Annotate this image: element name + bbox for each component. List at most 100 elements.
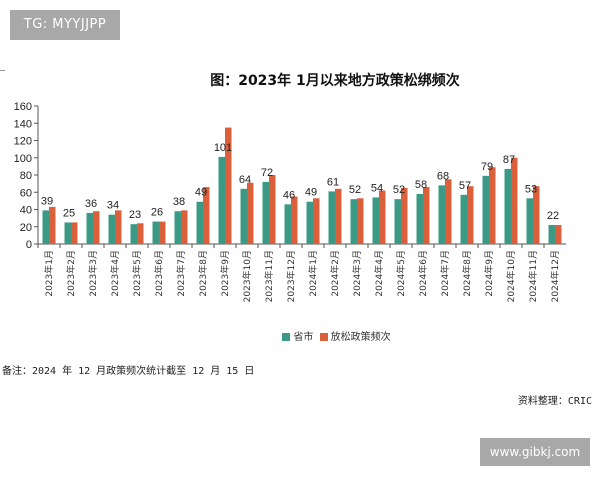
bar-province: [526, 198, 533, 244]
data-label: 101: [214, 142, 232, 154]
legend-swatch-province: [282, 333, 291, 341]
x-tick-label: 2024年2月: [329, 250, 341, 297]
data-label: 79: [481, 161, 493, 173]
data-label: 54: [371, 182, 383, 194]
bar-province: [42, 210, 49, 244]
bar-policy: [379, 190, 386, 244]
data-label: 52: [349, 184, 361, 196]
bar-province: [174, 211, 181, 244]
divider: [0, 70, 5, 71]
data-label: 87: [503, 154, 515, 166]
bar-policy: [533, 186, 540, 244]
bar-province: [482, 175, 489, 244]
bar-province: [460, 194, 467, 244]
y-tick-label: 40: [20, 205, 32, 217]
x-tick-label: 2023年1月: [43, 250, 55, 297]
bar-province: [262, 181, 269, 244]
x-tick-label: 2024年4月: [373, 250, 385, 297]
y-tick-label: 160: [14, 101, 32, 113]
bar-province: [350, 199, 357, 244]
y-tick-label: 20: [20, 222, 32, 234]
bar-policy: [357, 198, 364, 244]
source-note: 资料整理：CRIC: [517, 396, 592, 407]
bar-province: [504, 168, 511, 244]
data-label: 25: [63, 207, 75, 219]
y-tick-label: 140: [14, 118, 32, 130]
y-tick-label: 80: [20, 170, 32, 182]
bar-chart: 0 20 40 60 80 100 120 140 160 39 2023年1月 25 2023年2月 3…: [14, 101, 566, 302]
chart-title: 图：2023年 1月以来地方政策松绑频次: [210, 73, 460, 89]
data-label: 34: [107, 200, 119, 212]
bar-policy: [511, 157, 518, 244]
footnote: 备注：2024 年 12 月政策频次统计截至 12 月 15 日: [2, 366, 255, 377]
data-label: 61: [327, 176, 339, 188]
bar-province: [108, 214, 115, 244]
x-tick-label: 2024年5月: [395, 250, 407, 297]
x-tick-label: 2024年7月: [439, 250, 451, 297]
x-tick-label: 2024年6月: [417, 250, 429, 297]
bar-policy: [225, 127, 232, 244]
data-label: 68: [437, 170, 449, 182]
bar-policy: [71, 222, 78, 244]
watermark-badge: TG: MYYJJPP: [10, 10, 120, 40]
data-label: 72: [261, 167, 273, 179]
bar-province: [284, 204, 291, 244]
data-label: 22: [547, 210, 559, 222]
legend-swatch-policy: [319, 333, 328, 341]
bar-policy: [423, 187, 430, 244]
x-tick-label: 2023年2月: [65, 250, 77, 297]
bar-policy: [467, 186, 474, 244]
bar-province: [548, 225, 555, 244]
bar-province: [64, 222, 71, 244]
x-tick-label: 2023年4月: [109, 250, 121, 297]
bar-province: [130, 224, 137, 244]
bar-province: [372, 197, 379, 244]
bar-policy: [137, 223, 144, 244]
bar-policy: [335, 188, 342, 244]
data-label: 49: [305, 187, 317, 199]
bar-policy: [555, 225, 562, 244]
y-tick-label: 100: [14, 153, 32, 165]
bar-province: [86, 212, 93, 244]
legend-label-policy: 放松政策频次: [330, 332, 391, 343]
data-label: 39: [41, 195, 53, 207]
x-tick-label: 2023年8月: [197, 250, 209, 297]
y-tick-label: 0: [26, 239, 32, 251]
site-watermark: www.gibkj.com: [480, 438, 590, 466]
legend-label-province: 省市: [293, 332, 314, 343]
x-tick-label: 2023年12月: [285, 250, 297, 302]
x-tick-label: 2024年8月: [461, 250, 473, 297]
data-label: 23: [129, 209, 141, 221]
x-tick-label: 2023年10月: [241, 250, 253, 302]
legend: 省市 放松政策频次: [0, 328, 600, 343]
y-tick-label: 60: [20, 187, 32, 199]
x-tick-label: 2023年3月: [87, 250, 99, 297]
x-tick-label: 2023年11月: [263, 250, 275, 302]
bar-policy: [291, 196, 298, 244]
bar-policy: [93, 211, 100, 244]
data-label: 58: [415, 179, 427, 191]
x-tick-label: 2024年10月: [505, 250, 517, 302]
x-tick-label: 2024年1月: [307, 250, 319, 297]
x-tick-label: 2023年7月: [175, 250, 187, 297]
bar-province: [438, 185, 445, 244]
bar-province: [306, 201, 313, 244]
data-label: 46: [283, 189, 295, 201]
x-tick-label: 2024年9月: [483, 250, 495, 297]
bar-policy: [313, 198, 320, 244]
bar-policy: [401, 187, 408, 244]
data-label: 64: [239, 174, 251, 186]
bar-policy: [445, 179, 452, 244]
bar-province: [152, 221, 159, 244]
data-label: 57: [459, 180, 471, 192]
x-tick-label: 2023年9月: [219, 250, 231, 297]
bar-policy: [489, 167, 496, 244]
bar-province: [328, 191, 335, 244]
data-label: 53: [525, 183, 537, 195]
data-label: 49: [195, 187, 207, 199]
data-label: 26: [151, 207, 163, 219]
bar-policy: [269, 175, 276, 244]
x-tick-label: 2024年12月: [549, 250, 561, 302]
bar-province: [240, 188, 247, 244]
x-tick-label: 2023年6月: [153, 250, 165, 297]
